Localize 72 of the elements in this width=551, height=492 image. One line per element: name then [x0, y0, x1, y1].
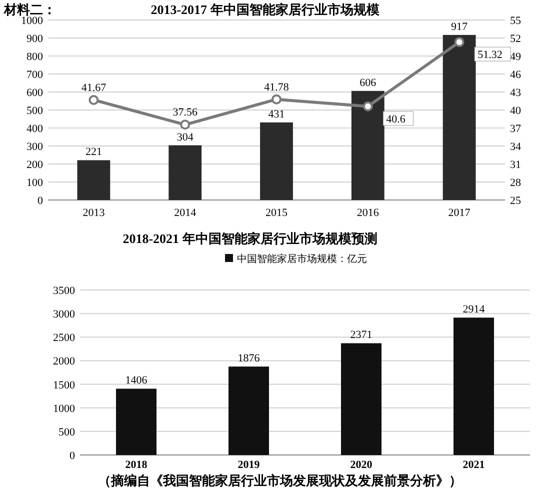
y-tick-label: 2500: [53, 332, 76, 344]
x-tick-label: 2013: [82, 207, 106, 219]
bar: [341, 343, 382, 455]
y2-tick-label: 55: [510, 15, 522, 27]
legend-label: 中国智能家居市场规模：亿元: [237, 253, 367, 265]
y-tick-label: 500: [26, 105, 44, 117]
y2-tick-label: 49: [510, 51, 522, 63]
y2-tick-label: 28: [510, 177, 522, 189]
y-tick-label: 1000: [21, 15, 44, 27]
y-tick-label: 0: [70, 450, 76, 462]
y-tick-label: 200: [26, 159, 44, 171]
data-label: 1876: [238, 352, 260, 365]
y-tick-label: 3500: [53, 285, 76, 297]
data-label: 606: [360, 76, 377, 89]
bar: [228, 366, 269, 455]
y-tick-label: 1500: [53, 379, 76, 392]
x-tick-label: 2017: [448, 207, 471, 219]
x-tick-label: 2015: [266, 207, 288, 219]
data-label: 41.78: [264, 81, 290, 94]
y2-tick-label: 37: [510, 123, 522, 135]
point: [272, 94, 282, 104]
x-tick-label: 2021: [462, 459, 485, 471]
y2-tick-label: 52: [510, 33, 521, 45]
x-tick-label: 2014: [174, 207, 197, 219]
text: （摘编自《我国智能家居行业市场发展现状及发展前景分析》）: [98, 473, 462, 488]
y2-tick-label: 31: [510, 159, 521, 171]
bar: [168, 145, 202, 200]
y2-tick-label: 25: [510, 195, 522, 207]
data-label: 2914: [462, 304, 486, 316]
data-label: 917: [451, 20, 468, 33]
y-tick-label: 1000: [53, 402, 76, 415]
chart-title: 2018-2021 年中国智能家居行业市场规模预测: [122, 231, 378, 246]
y-tick-label: 2000: [53, 356, 76, 368]
y-tick-label: 800: [26, 51, 44, 63]
data-label: 37.56: [172, 106, 198, 119]
data-label: 431: [268, 108, 285, 120]
y-tick-label: 500: [58, 426, 76, 438]
y2-tick-label: 40: [510, 105, 522, 117]
data-label: 221: [85, 146, 102, 158]
x-tick-label: 2018: [125, 459, 148, 471]
bar: [454, 318, 494, 455]
x-tick-label: 2016: [356, 207, 380, 219]
point: [88, 94, 99, 105]
bar: [442, 34, 476, 200]
y-tick-label: 600: [26, 87, 44, 99]
text: 材料二：: [3, 2, 56, 17]
x-tick-label: 2019: [238, 459, 260, 471]
y-tick-label: 100: [26, 177, 44, 189]
data-label: 2371: [350, 329, 372, 342]
data-label: 51.32: [478, 49, 502, 62]
x-tick-label: 2020: [350, 459, 373, 471]
bar: [116, 388, 156, 455]
data-label: 304: [176, 131, 194, 144]
bar: [351, 90, 384, 200]
data-label: 1406: [125, 374, 148, 387]
point: [362, 101, 373, 112]
y-tick-label: 300: [26, 141, 44, 153]
point: [454, 37, 464, 48]
data-label: 40.6: [386, 113, 406, 126]
point: [180, 120, 190, 130]
y-tick-label: 3000: [53, 308, 76, 321]
bar: [77, 160, 110, 200]
y-tick-label: 400: [26, 123, 44, 135]
data-label: 41.67: [81, 82, 107, 94]
chart-title: 2013-2017 年中国智能家居行业市场规模: [150, 2, 380, 17]
y2-tick-label: 34: [510, 141, 522, 153]
y-tick-label: 900: [26, 33, 44, 45]
y2-tick-label: 46: [510, 69, 522, 81]
y-tick-label: 0: [38, 195, 44, 207]
y-tick-label: 700: [26, 69, 44, 81]
y2-tick-label: 43: [510, 87, 522, 99]
bar: [260, 122, 293, 200]
